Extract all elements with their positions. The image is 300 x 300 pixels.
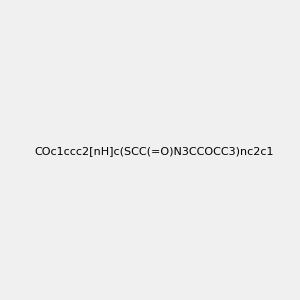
Text: COc1ccc2[nH]c(SCC(=O)N3CCOCC3)nc2c1: COc1ccc2[nH]c(SCC(=O)N3CCOCC3)nc2c1	[34, 146, 274, 157]
